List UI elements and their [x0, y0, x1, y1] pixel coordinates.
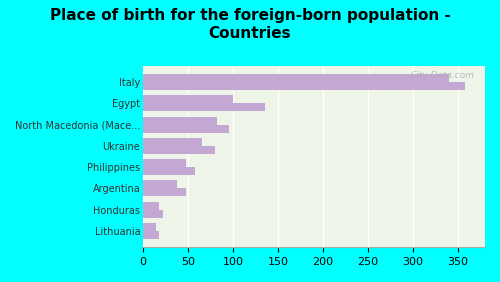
Bar — [143, 210, 163, 218]
Bar — [143, 125, 228, 133]
Bar — [143, 95, 233, 103]
Bar — [143, 202, 159, 210]
Bar — [143, 103, 264, 111]
Bar — [143, 180, 177, 188]
Bar — [143, 223, 156, 231]
Bar — [143, 116, 217, 125]
Bar — [143, 188, 186, 197]
Bar — [143, 138, 202, 146]
Text: City-Data.com: City-Data.com — [410, 71, 474, 80]
Bar — [143, 159, 186, 167]
Bar — [143, 82, 465, 90]
Bar — [143, 74, 449, 82]
Bar — [143, 146, 215, 154]
Bar — [143, 231, 159, 239]
Text: Place of birth for the foreign-born population -
Countries: Place of birth for the foreign-born popu… — [50, 8, 450, 41]
Bar — [143, 167, 195, 175]
